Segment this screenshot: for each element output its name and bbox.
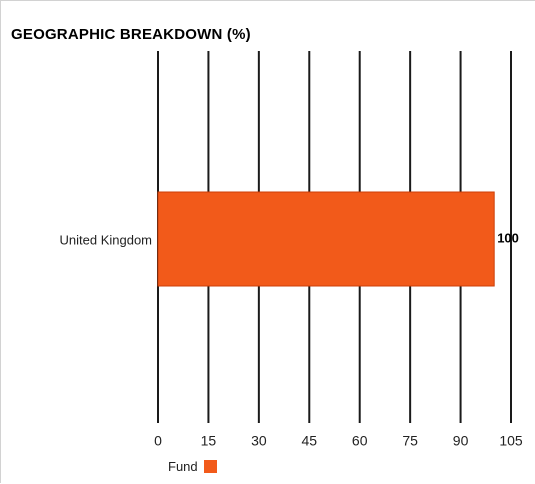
legend-label: Fund — [168, 459, 198, 474]
x-tick-label-75: 75 — [402, 433, 418, 449]
legend: Fund — [168, 459, 217, 474]
x-tick-label-0: 0 — [154, 433, 162, 449]
x-tick-label-15: 15 — [201, 433, 217, 449]
labels: 0 15 30 45 60 75 90 105 United Kingdom 100 — [60, 230, 523, 448]
legend-swatch-fund — [203, 460, 217, 473]
bars — [157, 191, 495, 287]
x-tick-label-90: 90 — [453, 433, 469, 449]
x-tick-label-30: 30 — [251, 433, 267, 449]
x-tick-label-45: 45 — [301, 433, 317, 449]
x-tick-label-105: 105 — [499, 433, 523, 449]
data-label-united-kingdom: 100 — [497, 230, 519, 245]
category-label-united-kingdom: United Kingdom — [60, 232, 153, 247]
chart-title: GEOGRAPHIC BREAKDOWN (%) — [11, 26, 251, 43]
x-tick-label-60: 60 — [352, 433, 368, 449]
bar-united-kingdom — [157, 191, 495, 287]
